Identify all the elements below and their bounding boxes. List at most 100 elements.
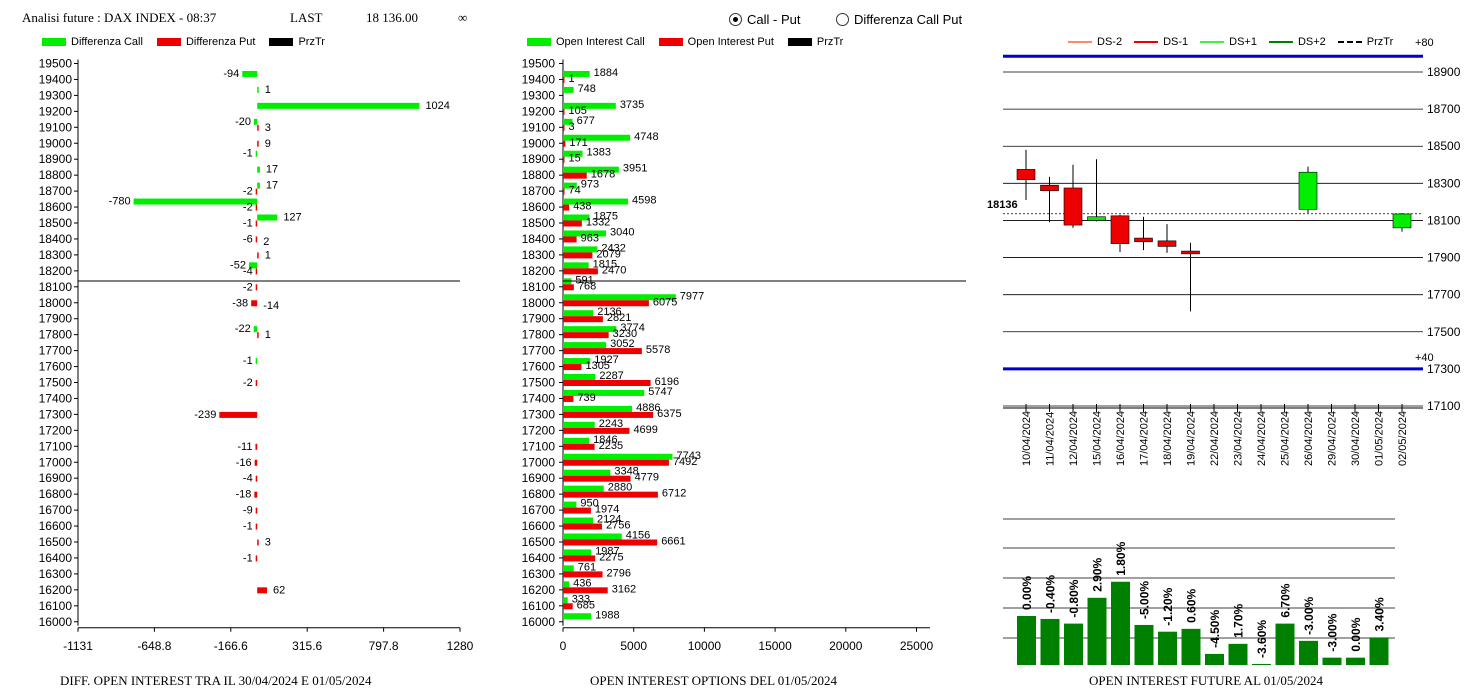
oi-data-label: 6712 — [662, 488, 686, 500]
oi-y-tick-label: 18100 — [522, 280, 556, 294]
oi-bar — [563, 469, 611, 476]
oi-future-bar-label: 2.90% — [1091, 557, 1105, 591]
oi-data-label: 7492 — [673, 456, 697, 468]
oi-bar — [563, 310, 594, 317]
diff-x-tick-label: 797.8 — [369, 639, 399, 653]
oi-data-label: 2136 — [597, 306, 621, 318]
diff-data-label: -20 — [235, 116, 251, 128]
oi-bar — [563, 188, 565, 195]
diff-bar — [255, 555, 258, 562]
diff-bar — [257, 539, 259, 546]
oi-future-bar-label: -0.40% — [1044, 575, 1058, 613]
oi-data-label: 3951 — [623, 163, 647, 175]
oi-data-label: 1383 — [587, 147, 611, 159]
diff-data-label: 127 — [283, 212, 301, 224]
future-date-label: 17/04/2024 — [1139, 411, 1151, 466]
oi-y-tick-label: 16200 — [522, 583, 556, 597]
oi-data-label: 973 — [581, 179, 599, 191]
oi-bar — [563, 380, 651, 386]
oi-data-label: 1305 — [585, 360, 609, 372]
oi-data-label: 6196 — [655, 376, 679, 388]
diff-bar — [255, 268, 258, 275]
future-date-label: 24/04/2024 — [1256, 411, 1268, 466]
legend-swatch-oi-put — [658, 38, 683, 46]
oi-data-label: 1678 — [591, 169, 615, 181]
diff-y-tick-label: 19100 — [39, 120, 73, 134]
oi-bar — [563, 539, 658, 546]
oi-bar — [563, 252, 593, 259]
oi-bar — [563, 587, 608, 594]
oi-data-label: 4779 — [635, 472, 659, 484]
legend-ds-p1: DS+1 — [1229, 36, 1257, 48]
oi-data-label: 3230 — [613, 328, 637, 340]
oi-bar — [563, 555, 596, 562]
oi-future-bar — [1252, 663, 1271, 665]
diff-data-label: 3 — [265, 122, 271, 134]
oi-future-bar — [1134, 624, 1154, 665]
radio-diff-label: Differenza Call Put — [854, 12, 963, 27]
oi-y-tick-label: 18900 — [522, 152, 556, 166]
oi-data-label: 1987 — [595, 545, 619, 557]
oi-y-tick-label: 18000 — [522, 296, 556, 310]
diff-y-tick-label: 18900 — [39, 152, 73, 166]
oi-y-tick-label: 18700 — [522, 184, 556, 198]
oi-future-bar — [1228, 643, 1248, 665]
oi-data-label: 1974 — [595, 504, 619, 516]
diff-data-label: -18 — [235, 489, 251, 501]
legend-future: DS-2 DS-1 DS+1 DS+2 PrzTr — [1068, 36, 1393, 48]
oi-y-tick-label: 18800 — [522, 168, 556, 182]
diff-bar — [255, 358, 258, 365]
oi-bar — [563, 300, 649, 307]
oi-bar — [563, 102, 616, 109]
header-title: Analisi future : DAX INDEX - 08:37 — [22, 10, 217, 25]
oi-bar — [563, 118, 573, 125]
oi-bar — [563, 507, 591, 514]
oi-future-bar-label: 3.40% — [1373, 597, 1387, 631]
oi-data-label: 768 — [578, 280, 596, 292]
oi-data-label: 7743 — [676, 450, 700, 462]
oi-bar — [563, 204, 570, 211]
diff-y-tick-label: 16200 — [39, 583, 73, 597]
diff-data-label: 3 — [265, 537, 271, 549]
oi-bar — [563, 86, 574, 93]
oi-y-tick-label: 17600 — [522, 360, 556, 374]
last-label: LAST — [290, 10, 323, 25]
oi-bar — [563, 214, 590, 221]
future-y-tick-label: 18500 — [1427, 139, 1461, 153]
oi-data-label: 333 — [572, 593, 590, 605]
oi-x-tick-label: 5000 — [620, 639, 647, 653]
diff-bar — [242, 70, 258, 77]
oi-bar — [563, 326, 617, 333]
radio-call-put[interactable]: Call - Put — [729, 12, 800, 27]
diff-bar — [255, 507, 258, 514]
oi-y-tick-label: 16800 — [522, 487, 556, 501]
oi-bar — [563, 517, 594, 524]
diff-bar — [254, 491, 258, 498]
oi-y-tick-label: 16300 — [522, 567, 556, 581]
future-price-label: 18136 — [987, 199, 1018, 211]
oi-y-tick-label: 16900 — [522, 471, 556, 485]
oi-y-tick-label: 19200 — [522, 104, 556, 118]
oi-bar — [563, 124, 565, 131]
diff-y-tick-label: 16900 — [39, 471, 73, 485]
diff-y-tick-label: 19400 — [39, 72, 73, 86]
oi-data-label: 2432 — [601, 242, 625, 254]
oi-bar — [563, 443, 595, 450]
future-candle-body — [1040, 184, 1059, 192]
diff-data-label: -4 — [243, 265, 253, 277]
oi-bar — [563, 405, 633, 412]
diff-y-tick-label: 18000 — [39, 296, 73, 310]
radio-diff-call-put[interactable]: Differenza Call Put — [836, 12, 962, 27]
legend-oi: Open Interest Call Open Interest Put Prz… — [527, 36, 843, 48]
last-value: 18 136.00 — [366, 10, 418, 25]
oi-bar — [563, 182, 577, 189]
diff-bar — [257, 332, 259, 339]
future-candle-body — [1016, 169, 1036, 180]
diff-data-label: 2 — [263, 236, 269, 248]
oi-bar — [563, 198, 629, 205]
oi-bar — [563, 284, 574, 291]
future-y-tick-label: 17700 — [1427, 288, 1461, 302]
diff-data-label: -1 — [243, 218, 253, 230]
oi-future-bar — [1087, 597, 1107, 665]
diff-data-label: -6 — [243, 233, 253, 245]
